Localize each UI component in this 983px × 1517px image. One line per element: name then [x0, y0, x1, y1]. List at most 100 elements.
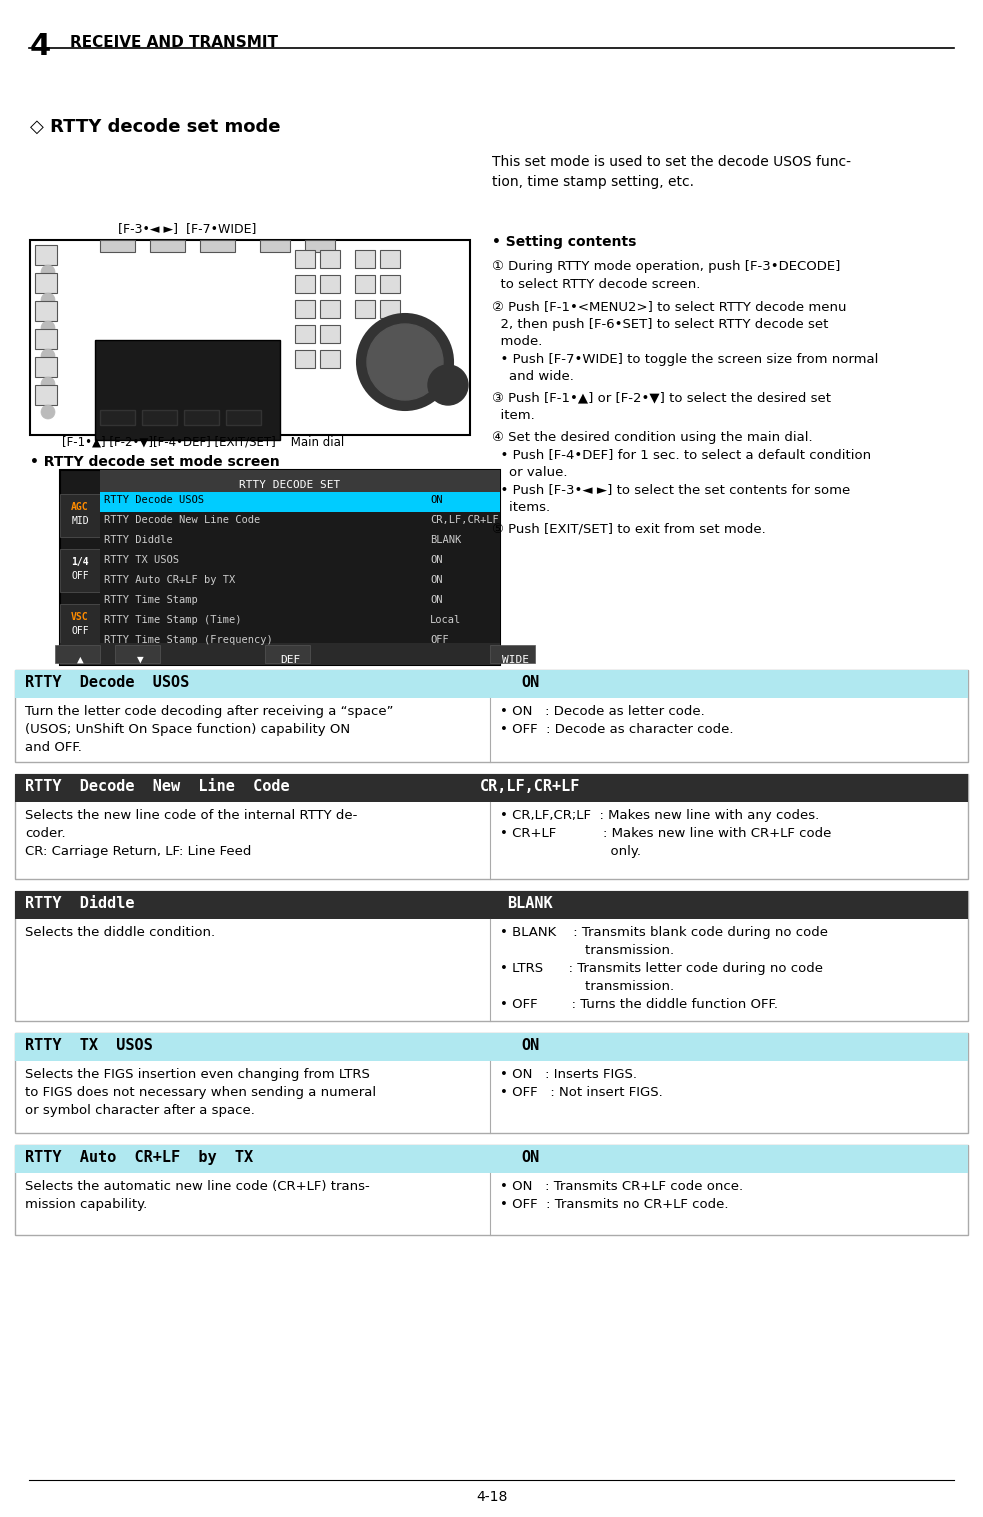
- Bar: [60, 643, 500, 664]
- Text: AGC: AGC: [71, 502, 88, 513]
- Text: RTTY  Decode  USOS: RTTY Decode USOS: [25, 675, 190, 690]
- Text: • CR,LF,CR;LF  : Makes new line with any codes.
• CR+LF           : Makes new li: • CR,LF,CR;LF : Makes new line with any …: [500, 809, 832, 859]
- Text: RECEIVE AND TRANSMIT: RECEIVE AND TRANSMIT: [70, 35, 278, 50]
- Text: OFF: OFF: [71, 570, 88, 581]
- Text: OFF: OFF: [71, 627, 88, 636]
- Text: ON: ON: [430, 575, 442, 586]
- Bar: [60, 495, 100, 537]
- Text: • RTTY decode set mode screen: • RTTY decode set mode screen: [30, 455, 280, 469]
- Circle shape: [41, 265, 55, 279]
- FancyBboxPatch shape: [30, 240, 470, 435]
- Text: • ON   : Decode as letter code.
• OFF  : Decode as character code.: • ON : Decode as letter code. • OFF : De…: [500, 705, 733, 736]
- Text: ④ Set the desired condition using the main dial.
  • Push [F-4•DEF] for 1 sec. t: ④ Set the desired condition using the ma…: [492, 431, 871, 514]
- Bar: [305, 240, 335, 252]
- Bar: [95, 340, 280, 440]
- Text: ▲: ▲: [77, 655, 84, 664]
- Bar: [295, 275, 315, 293]
- Bar: [100, 492, 500, 513]
- Circle shape: [357, 314, 453, 410]
- Text: • ON   : Transmits CR+LF code once.
• OFF  : Transmits no CR+LF code.: • ON : Transmits CR+LF code once. • OFF …: [500, 1180, 743, 1211]
- Bar: [15, 890, 968, 919]
- Text: RTTY Decode USOS: RTTY Decode USOS: [104, 495, 204, 505]
- Bar: [100, 611, 500, 633]
- Bar: [142, 410, 177, 425]
- Text: RTTY  TX  USOS: RTTY TX USOS: [25, 1038, 152, 1053]
- Text: RTTY  Auto  CR+LF  by  TX: RTTY Auto CR+LF by TX: [25, 1150, 254, 1165]
- Bar: [15, 671, 968, 698]
- Text: RTTY Time Stamp (Frequency): RTTY Time Stamp (Frequency): [104, 636, 272, 645]
- Text: BLANK: BLANK: [507, 897, 552, 912]
- Text: RTTY Decode New Line Code: RTTY Decode New Line Code: [104, 514, 260, 525]
- Text: Selects the new line code of the internal RTTY de-
coder.
CR: Carriage Return, L: Selects the new line code of the interna…: [25, 809, 358, 859]
- Text: ② Push [F-1•<MENU2>] to select RTTY decode menu
  2, then push [F-6•SET] to sele: ② Push [F-1•<MENU2>] to select RTTY deco…: [492, 300, 879, 382]
- Bar: [35, 385, 57, 405]
- Bar: [15, 1145, 968, 1173]
- Text: ⑤ Push [EXIT/SET] to exit from set mode.: ⑤ Push [EXIT/SET] to exit from set mode.: [492, 522, 766, 536]
- Circle shape: [428, 366, 468, 405]
- Bar: [295, 350, 315, 369]
- Text: ON: ON: [430, 595, 442, 605]
- Text: RTTY Auto CR+LF by TX: RTTY Auto CR+LF by TX: [104, 575, 235, 586]
- Text: MID: MID: [71, 516, 88, 526]
- Circle shape: [367, 325, 443, 400]
- Bar: [100, 633, 500, 652]
- Bar: [100, 572, 500, 592]
- Text: 4-18: 4-18: [477, 1490, 507, 1503]
- Bar: [100, 552, 500, 572]
- Bar: [150, 240, 185, 252]
- Circle shape: [41, 405, 55, 419]
- Text: Selects the FIGS insertion even changing from LTRS
to FIGS does not necessary wh: Selects the FIGS insertion even changing…: [25, 1068, 376, 1117]
- Bar: [100, 513, 500, 532]
- Bar: [265, 645, 310, 663]
- Text: • BLANK    : Transmits blank code during no code
                    transmissio: • BLANK : Transmits blank code during no…: [500, 925, 828, 1010]
- Text: CR,LF,CR+LF: CR,LF,CR+LF: [430, 514, 498, 525]
- Bar: [380, 275, 400, 293]
- Text: RTTY  Diddle: RTTY Diddle: [25, 897, 135, 912]
- Text: ① During RTTY mode operation, push [F-3•DECODE]
  to select RTTY decode screen.: ① During RTTY mode operation, push [F-3•…: [492, 259, 840, 290]
- Circle shape: [41, 293, 55, 306]
- Text: ON: ON: [521, 675, 539, 690]
- Text: • ON   : Inserts FIGS.
• OFF   : Not insert FIGS.: • ON : Inserts FIGS. • OFF : Not insert …: [500, 1068, 663, 1098]
- Bar: [15, 1033, 968, 1133]
- Bar: [320, 350, 340, 369]
- Bar: [295, 250, 315, 269]
- Bar: [15, 1145, 968, 1235]
- Text: WIDE: WIDE: [501, 655, 529, 664]
- Bar: [15, 890, 968, 1021]
- Text: RTTY Time Stamp (Time): RTTY Time Stamp (Time): [104, 614, 242, 625]
- Bar: [355, 250, 375, 269]
- Bar: [15, 774, 968, 878]
- Bar: [200, 240, 235, 252]
- Bar: [355, 275, 375, 293]
- Bar: [490, 645, 535, 663]
- Bar: [55, 645, 100, 663]
- Bar: [380, 300, 400, 319]
- Text: ON: ON: [430, 555, 442, 564]
- Bar: [320, 275, 340, 293]
- Bar: [100, 410, 135, 425]
- Text: ▼: ▼: [137, 655, 144, 664]
- Text: OFF: OFF: [430, 636, 449, 645]
- Bar: [260, 240, 290, 252]
- Bar: [15, 774, 968, 802]
- Bar: [115, 645, 160, 663]
- Text: Selects the diddle condition.: Selects the diddle condition.: [25, 925, 215, 939]
- Text: Local: Local: [430, 614, 461, 625]
- Bar: [15, 1033, 968, 1060]
- Bar: [184, 410, 219, 425]
- Bar: [320, 250, 340, 269]
- Text: ON: ON: [521, 1038, 539, 1053]
- Text: Selects the automatic new line code (CR+LF) trans-
mission capability.: Selects the automatic new line code (CR+…: [25, 1180, 370, 1211]
- Bar: [60, 470, 500, 664]
- Text: RTTY DECODE SET: RTTY DECODE SET: [240, 479, 341, 490]
- Text: ON: ON: [430, 495, 442, 505]
- Bar: [35, 273, 57, 293]
- Bar: [100, 470, 500, 492]
- Text: This set mode is used to set the decode USOS func-
tion, time stamp setting, etc: This set mode is used to set the decode …: [492, 155, 851, 188]
- Text: RTTY Time Stamp: RTTY Time Stamp: [104, 595, 198, 605]
- Text: BLANK: BLANK: [430, 536, 461, 545]
- Text: Turn the letter code decoding after receiving a “space”
(USOS; UnShift On Space : Turn the letter code decoding after rece…: [25, 705, 393, 754]
- Text: CR,LF,CR+LF: CR,LF,CR+LF: [480, 780, 580, 793]
- Bar: [100, 592, 500, 611]
- Text: ON: ON: [521, 1150, 539, 1165]
